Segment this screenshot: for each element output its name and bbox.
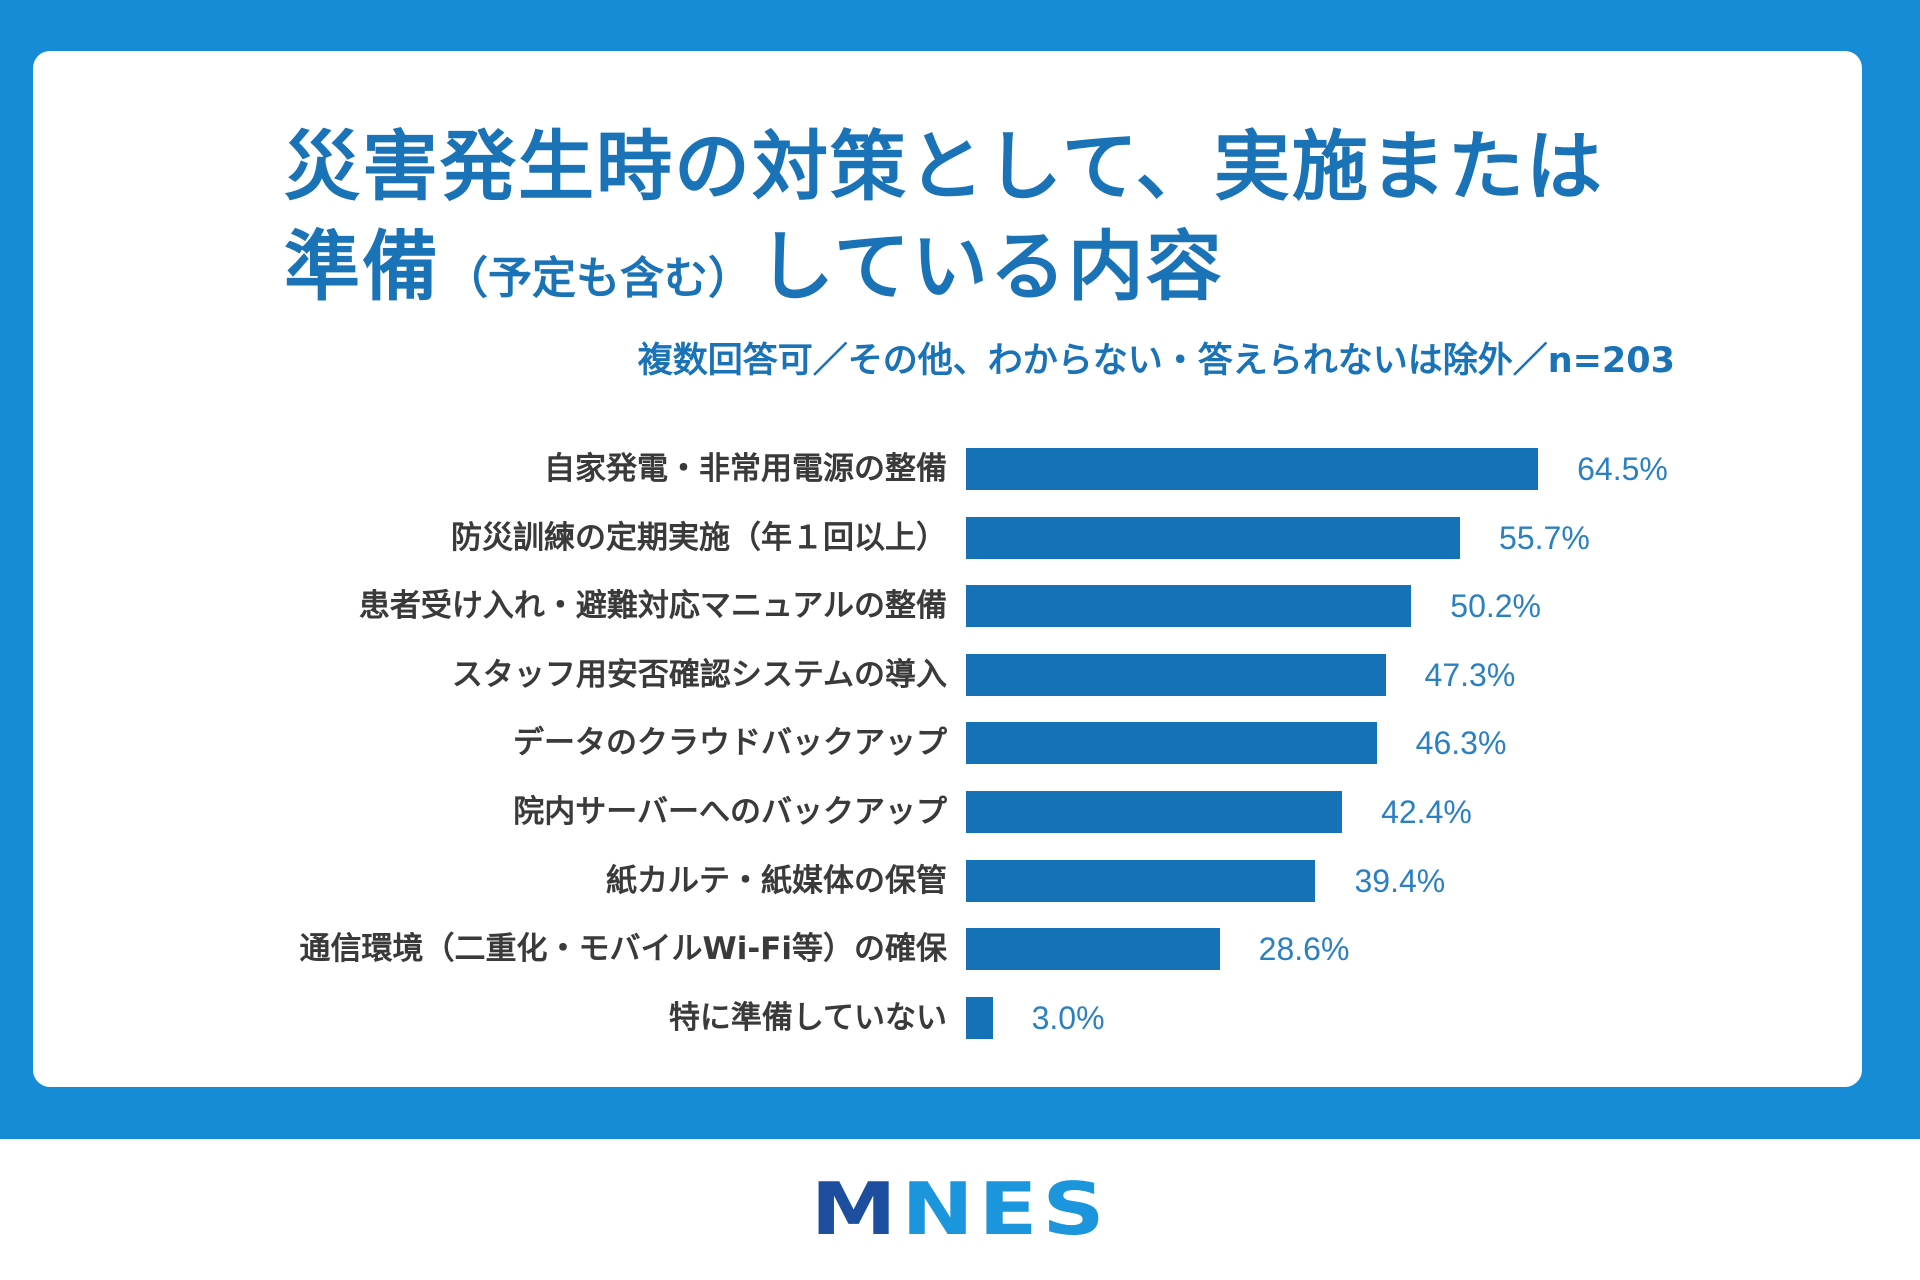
chart-title-line-1: 災害発生時の対策として、実施または xyxy=(284,122,1604,211)
category-label: 防災訓練の定期実施（年１回以上） xyxy=(451,519,947,556)
value-label: 47.3% xyxy=(1424,656,1516,693)
bar xyxy=(966,928,1220,971)
category-label: データのクラウドバックアップ xyxy=(513,725,947,762)
bar-row: スタッフ用安否確認システムの導入 47.3% xyxy=(33,653,1862,696)
bar-chart-area: 自家発電・非常用電源の整備 64.5% 防災訓練の定期実施（年１回以上） 55.7% 患… xyxy=(33,51,1862,1087)
value-label: 3.0% xyxy=(1031,999,1105,1036)
category-label: 自家発電・非常用電源の整備 xyxy=(544,451,947,487)
category-label: 特に準備していない xyxy=(668,999,947,1036)
value-label: 64.5% xyxy=(1577,451,1668,487)
bar-row: 特に準備していない 3.0% xyxy=(33,996,1862,1039)
bar xyxy=(966,996,993,1039)
bar-row: 紙カルテ・紙媒体の保管 39.4% xyxy=(33,859,1862,902)
bar xyxy=(966,448,1539,490)
chart-title-line-2: 準備（予定も含む）している内容 xyxy=(284,222,1224,312)
bar-row: 患者受け入れ・避難対応マニュアルの整備 50.2% xyxy=(33,585,1862,628)
value-label: 55.7% xyxy=(1499,519,1590,556)
category-label: 患者受け入れ・避難対応マニュアルの整備 xyxy=(358,588,947,625)
mnes-logo: MNES xyxy=(810,1167,1110,1251)
value-label: 28.6% xyxy=(1258,931,1350,968)
category-label: 院内サーバーへのバックアップ xyxy=(513,794,947,830)
category-label: 通信環境（二重化・モバイルWi-Fi等）の確保 xyxy=(299,931,948,968)
value-label: 42.4% xyxy=(1381,794,1472,830)
chart-title-line-2-end: している内容 xyxy=(758,222,1224,311)
chart-title-line-2-start: 準備 xyxy=(284,222,440,311)
bar-row: 防災訓練の定期実施（年１回以上） 55.7% xyxy=(33,516,1862,559)
chart-card: 災害発生時の対策として、実施または 準備（予定も含む）している内容 複数回答可／… xyxy=(33,51,1862,1087)
category-label: スタッフ用安否確認システムの導入 xyxy=(451,656,947,693)
value-label: 50.2% xyxy=(1450,588,1541,625)
value-label: 46.3% xyxy=(1415,725,1507,762)
bar xyxy=(966,516,1461,559)
category-label: 紙カルテ・紙媒体の保管 xyxy=(606,862,947,899)
chart-subtitle-note: 複数回答可／その他、わからない・答えられないは除外／n=203 xyxy=(637,341,1675,381)
value-label: 39.4% xyxy=(1354,862,1446,899)
bar xyxy=(966,791,1343,833)
bar xyxy=(966,859,1316,902)
bar xyxy=(966,653,1386,696)
bar-row: 自家発電・非常用電源の整備 64.5% xyxy=(33,448,1862,490)
footer: MNES xyxy=(0,1139,1920,1280)
bar-row: 院内サーバーへのバックアップ 42.4% xyxy=(33,791,1862,833)
bar xyxy=(966,585,1412,628)
bar xyxy=(966,722,1377,765)
bar-row: データのクラウドバックアップ 46.3% xyxy=(33,722,1862,765)
bar-row: 通信環境（二重化・モバイルWi-Fi等）の確保 28.6% xyxy=(33,928,1862,971)
chart-title-note: （予定も含む） xyxy=(444,253,752,304)
